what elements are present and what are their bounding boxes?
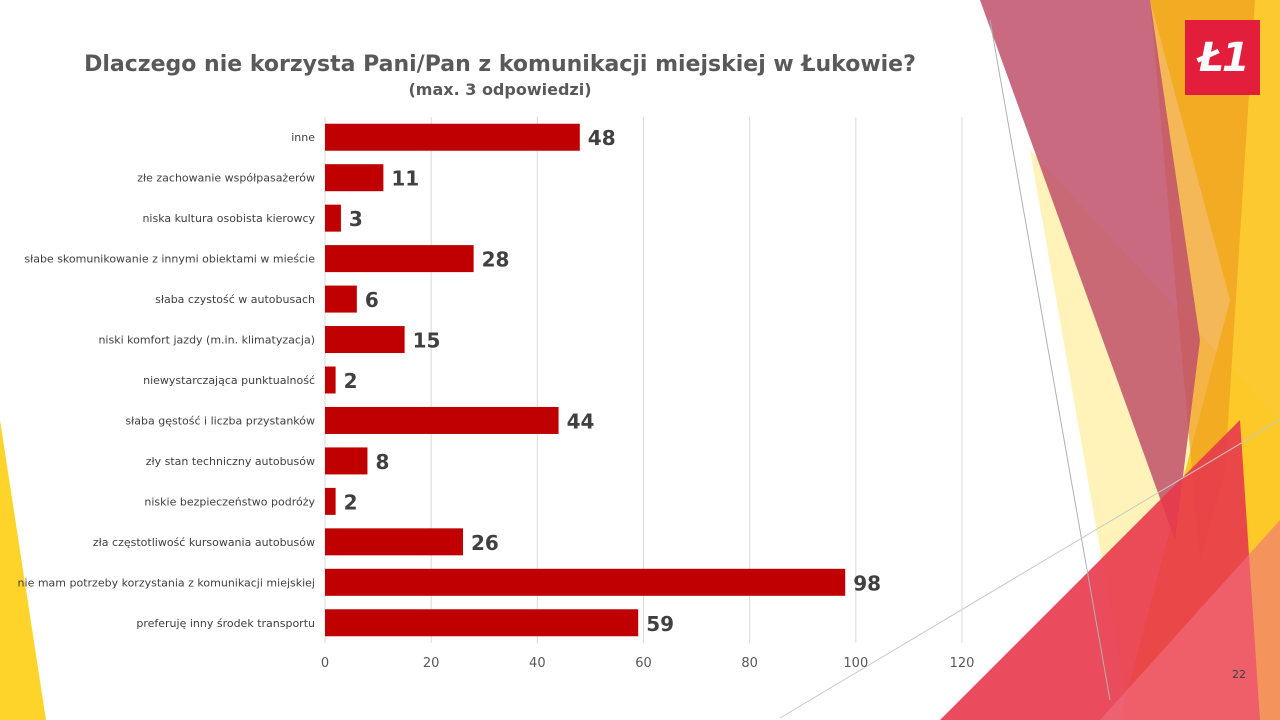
data-label: 8 (375, 450, 389, 474)
bar (325, 204, 341, 232)
x-tick-label: 100 (843, 656, 868, 671)
category-label: niski komfort jazdy (m.in. klimatyzacja) (98, 334, 315, 347)
decor-line-1 (989, 19, 1111, 701)
category-labels: inne złe zachowanie współpasażerów niska k… (18, 131, 316, 630)
data-label: 26 (471, 531, 499, 555)
data-label: 3 (349, 207, 363, 231)
data-label: 2 (344, 490, 358, 514)
bar (325, 528, 464, 556)
x-tick-label: 0 (321, 656, 329, 671)
bar (325, 245, 474, 273)
gridlines (324, 117, 963, 643)
bar (325, 487, 336, 515)
category-label: słaba czystość w autobusach (155, 293, 315, 306)
category-label: niewystarczająca punktualność (143, 374, 315, 387)
category-label: inne (291, 131, 315, 144)
category-label: preferuję inny środek transportu (136, 617, 315, 630)
data-label: 6 (365, 288, 379, 312)
data-label: 28 (482, 248, 510, 272)
bar (325, 326, 405, 354)
bar (325, 568, 846, 596)
bar (325, 366, 336, 394)
category-label: niska kultura osobista kierowcy (142, 212, 315, 225)
x-axis-ticks: 0 20 40 60 80 100 120 (321, 656, 975, 671)
data-label: 15 (413, 329, 441, 353)
chart-subtitle: (max. 3 odpowiedzi) (408, 80, 592, 99)
data-label: 44 (567, 409, 595, 433)
category-label: zła częstotliwość kursowania autobusów (93, 536, 315, 549)
data-label: 59 (646, 612, 674, 636)
bar (325, 447, 368, 475)
bar (325, 164, 384, 192)
category-label: nie mam potrzeby korzystania z komunikac… (18, 576, 315, 589)
decor-line-2 (779, 419, 1280, 719)
category-label: słaba gęstość i liczba przystanków (125, 414, 315, 427)
bar (325, 123, 580, 151)
category-label: złe zachowanie współpasażerów (137, 172, 315, 185)
category-label: zły stan techniczny autobusów (146, 455, 315, 468)
page-number: 22 (1232, 668, 1246, 681)
category-label: słabe skomunikowanie z innymi obiektami … (24, 253, 315, 266)
data-label: 2 (344, 369, 358, 393)
x-tick-label: 60 (635, 656, 652, 671)
data-label: 11 (391, 167, 419, 191)
x-tick-label: 20 (423, 656, 440, 671)
chart-title: Dlaczego nie korzysta Pani/Pan z komunik… (84, 52, 916, 77)
data-label: 48 (588, 126, 616, 150)
bar (325, 406, 559, 434)
bar (325, 285, 357, 313)
x-tick-label: 40 (529, 656, 546, 671)
bars (325, 123, 846, 637)
decor-mauve (980, 0, 1200, 540)
category-label: niskie bezpieczeństwo podróży (144, 495, 315, 508)
x-tick-label: 120 (950, 656, 975, 671)
x-tick-label: 80 (741, 656, 758, 671)
decor-yellow-left (0, 420, 46, 720)
brand-logo: Ł1 (1185, 20, 1260, 95)
bar (325, 609, 639, 637)
decor-pink (1100, 520, 1280, 720)
decor-orange (1150, 0, 1255, 560)
data-label: 98 (853, 571, 881, 595)
